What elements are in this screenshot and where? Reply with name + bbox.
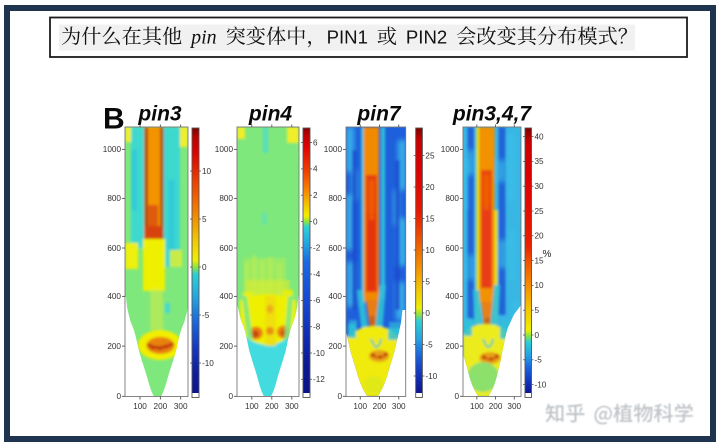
svg-text:0: 0: [454, 392, 459, 401]
svg-text:200: 200: [219, 342, 233, 351]
svg-text:-10: -10: [313, 349, 325, 358]
svg-text:200: 200: [328, 342, 342, 351]
svg-text:0: 0: [337, 392, 342, 401]
svg-text:PIN2: PIN2: [406, 26, 447, 47]
svg-text:200: 200: [154, 402, 168, 411]
svg-text:200: 200: [445, 342, 459, 351]
svg-text:100: 100: [470, 402, 484, 411]
svg-text:15: 15: [425, 214, 435, 223]
svg-text:25: 25: [535, 207, 545, 216]
svg-text:800: 800: [219, 194, 233, 203]
svg-text:10: 10: [202, 167, 212, 176]
svg-text:40: 40: [535, 132, 545, 141]
svg-text:1000: 1000: [324, 145, 343, 154]
svg-text:PIN1: PIN1: [327, 26, 368, 47]
svg-text:pin3,4,7: pin3,4,7: [452, 103, 533, 126]
svg-text:800: 800: [445, 194, 459, 203]
svg-text:1000: 1000: [215, 145, 234, 154]
svg-text:5: 5: [535, 306, 540, 315]
svg-text:800: 800: [107, 194, 121, 203]
svg-text:30: 30: [535, 182, 545, 191]
svg-text:400: 400: [445, 292, 459, 301]
svg-text:200: 200: [265, 402, 279, 411]
svg-text:20: 20: [535, 232, 545, 241]
svg-text:-4: -4: [313, 270, 321, 279]
svg-text:-8: -8: [313, 323, 321, 332]
svg-text:-10: -10: [535, 380, 547, 389]
svg-text:pin3: pin3: [137, 103, 181, 126]
svg-text:15: 15: [535, 256, 545, 265]
svg-text:300: 300: [174, 402, 188, 411]
svg-text:-10: -10: [202, 359, 214, 368]
svg-text:600: 600: [107, 244, 121, 253]
svg-text:0: 0: [313, 217, 318, 226]
svg-text:100: 100: [353, 402, 367, 411]
svg-text:-10: -10: [425, 372, 437, 381]
svg-text:1000: 1000: [441, 145, 460, 154]
svg-text:0: 0: [535, 331, 540, 340]
svg-text:6: 6: [313, 138, 318, 147]
svg-text:600: 600: [328, 244, 342, 253]
svg-text:10: 10: [425, 246, 435, 255]
svg-text:1000: 1000: [103, 145, 122, 154]
svg-text:600: 600: [219, 244, 233, 253]
svg-text:800: 800: [328, 194, 342, 203]
svg-text:300: 300: [392, 402, 406, 411]
svg-text:pin4: pin4: [248, 103, 292, 126]
svg-text:200: 200: [373, 402, 387, 411]
svg-text:35: 35: [535, 157, 545, 166]
svg-text:400: 400: [328, 292, 342, 301]
svg-text:0: 0: [425, 309, 430, 318]
svg-text:400: 400: [219, 292, 233, 301]
svg-text:-5: -5: [535, 356, 543, 365]
svg-text:600: 600: [445, 244, 459, 253]
svg-text:5: 5: [202, 215, 207, 224]
svg-text:400: 400: [107, 292, 121, 301]
svg-text:0: 0: [202, 263, 207, 272]
svg-text:-2: -2: [313, 244, 321, 253]
svg-text:-12: -12: [313, 375, 325, 384]
svg-text:200: 200: [489, 402, 503, 411]
svg-text:25: 25: [425, 151, 435, 160]
svg-text:-6: -6: [313, 296, 321, 305]
svg-text:pin7: pin7: [356, 103, 401, 126]
svg-text:-5: -5: [425, 340, 433, 349]
svg-text:300: 300: [285, 402, 299, 411]
svg-text:4: 4: [313, 165, 318, 174]
svg-text:20: 20: [425, 183, 435, 192]
svg-text:200: 200: [107, 342, 121, 351]
svg-text:300: 300: [507, 402, 521, 411]
svg-text:100: 100: [133, 402, 147, 411]
svg-text:-5: -5: [202, 311, 210, 320]
svg-text:100: 100: [245, 402, 259, 411]
svg-text:%: %: [543, 249, 552, 260]
svg-text:B: B: [103, 103, 125, 136]
svg-text:5: 5: [425, 277, 430, 286]
svg-text:0: 0: [116, 392, 121, 401]
svg-text:pin: pin: [189, 26, 217, 48]
svg-text:10: 10: [535, 281, 545, 290]
svg-text:0: 0: [228, 392, 233, 401]
svg-text:2: 2: [313, 191, 318, 200]
